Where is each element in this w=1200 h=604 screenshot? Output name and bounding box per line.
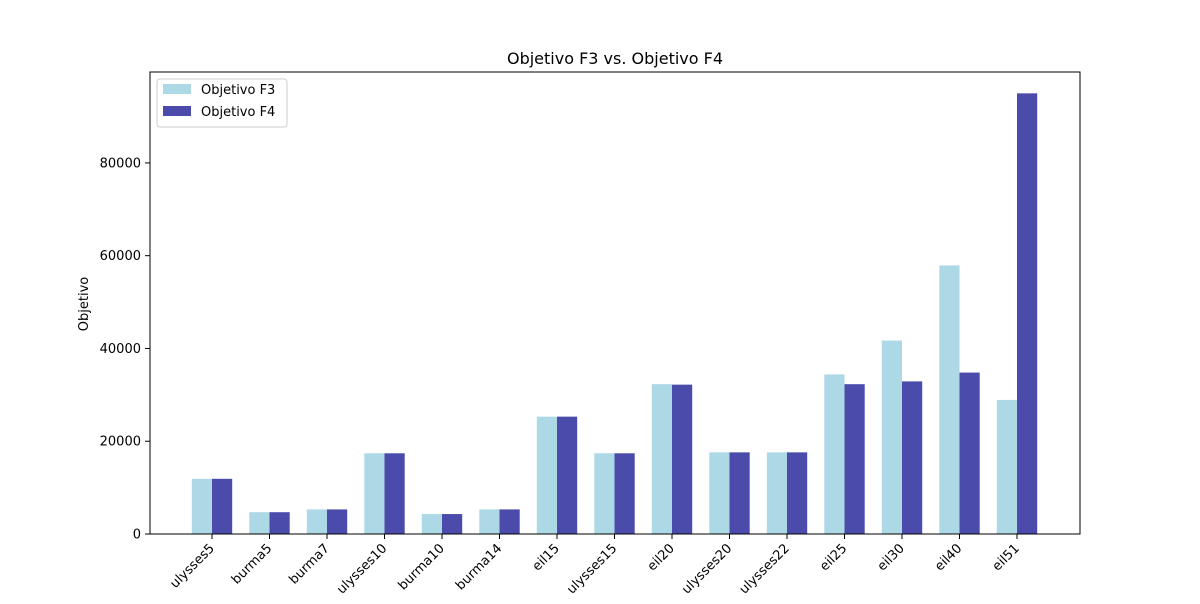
- y-tick-label: 0: [133, 528, 141, 543]
- y-tick-label: 60000: [100, 249, 141, 264]
- bar-f4-ulysses22: [787, 452, 808, 534]
- x-tick-label: eil15: [530, 541, 563, 574]
- x-tick-label: eil51: [990, 541, 1023, 574]
- x-tick-label: eil20: [645, 541, 678, 574]
- bar-f3-ulysses5: [191, 478, 212, 534]
- bar-f3-ulysses10: [364, 453, 385, 534]
- bar-f4-ulysses10: [384, 453, 405, 534]
- legend: Objetivo F3 Objetivo F4: [156, 78, 288, 128]
- x-tick-label: ulysses5: [168, 541, 218, 591]
- bar-f3-burma10: [421, 514, 442, 534]
- bar-f4-eil51: [1017, 93, 1038, 535]
- bar-f4-eil30: [902, 381, 923, 534]
- x-tick-label: burma7: [287, 541, 333, 587]
- bar-f4-burma10: [442, 514, 463, 534]
- bar-f3-eil20: [651, 384, 672, 534]
- x-axis: ulysses5 burma5 burma7 ulysses10 burma10 burm…: [168, 534, 1023, 597]
- bar-f3-eil51: [996, 399, 1017, 534]
- bar-f3-burma5: [249, 512, 270, 534]
- bar-f4-eil40: [959, 372, 980, 534]
- legend-label: Objetivo F3: [201, 83, 275, 98]
- legend-label: Objetivo F4: [201, 105, 275, 120]
- y-tick-label: 40000: [100, 342, 141, 357]
- plot-frame: [149, 71, 1081, 535]
- y-tick-label: 20000: [100, 435, 141, 450]
- x-tick-label: burma10: [396, 541, 448, 593]
- bar-f3-burma7: [306, 509, 327, 534]
- bar-f4-burma14: [499, 509, 520, 534]
- x-tick-label: ulysses20: [679, 541, 735, 597]
- bar-f4-burma5: [269, 512, 290, 534]
- bar-f4-eil15: [557, 416, 578, 534]
- y-axis-label: Objetivo: [77, 277, 92, 331]
- x-tick-label: eil40: [932, 541, 965, 574]
- bars-layer: [191, 93, 1038, 535]
- bar-f3-burma14: [479, 509, 500, 534]
- x-tick-label: ulysses10: [334, 541, 390, 597]
- y-axis: 0 20000 40000 60000 80000: [100, 156, 150, 543]
- x-tick-label: eil25: [817, 541, 850, 574]
- x-tick-label: burma14: [453, 541, 505, 593]
- legend-swatch: [163, 84, 191, 94]
- bar-f3-ulysses22: [766, 452, 787, 534]
- bar-f4-burma7: [327, 509, 348, 534]
- legend-swatch: [163, 106, 191, 116]
- bar-f4-ulysses20: [729, 452, 750, 534]
- bar-f3-ulysses15: [594, 453, 615, 534]
- bar-f4-eil20: [672, 384, 693, 534]
- x-tick-label: burma5: [229, 541, 275, 587]
- bar-f3-eil25: [824, 374, 845, 534]
- bar-f4-eil25: [844, 384, 865, 534]
- bar-f3-eil30: [881, 340, 902, 534]
- y-tick-label: 80000: [100, 156, 141, 171]
- bar-f3-ulysses20: [709, 452, 730, 534]
- x-tick-label: ulysses15: [564, 541, 620, 597]
- x-tick-label: eil30: [875, 541, 908, 574]
- x-tick-label: ulysses22: [737, 541, 793, 597]
- bar-f4-ulysses15: [614, 453, 635, 534]
- chart-title: Objetivo F3 vs. Objetivo F4: [507, 49, 723, 68]
- bar-f3-eil40: [939, 265, 960, 534]
- bar-f4-ulysses5: [212, 478, 233, 534]
- bar-f3-eil15: [536, 416, 557, 534]
